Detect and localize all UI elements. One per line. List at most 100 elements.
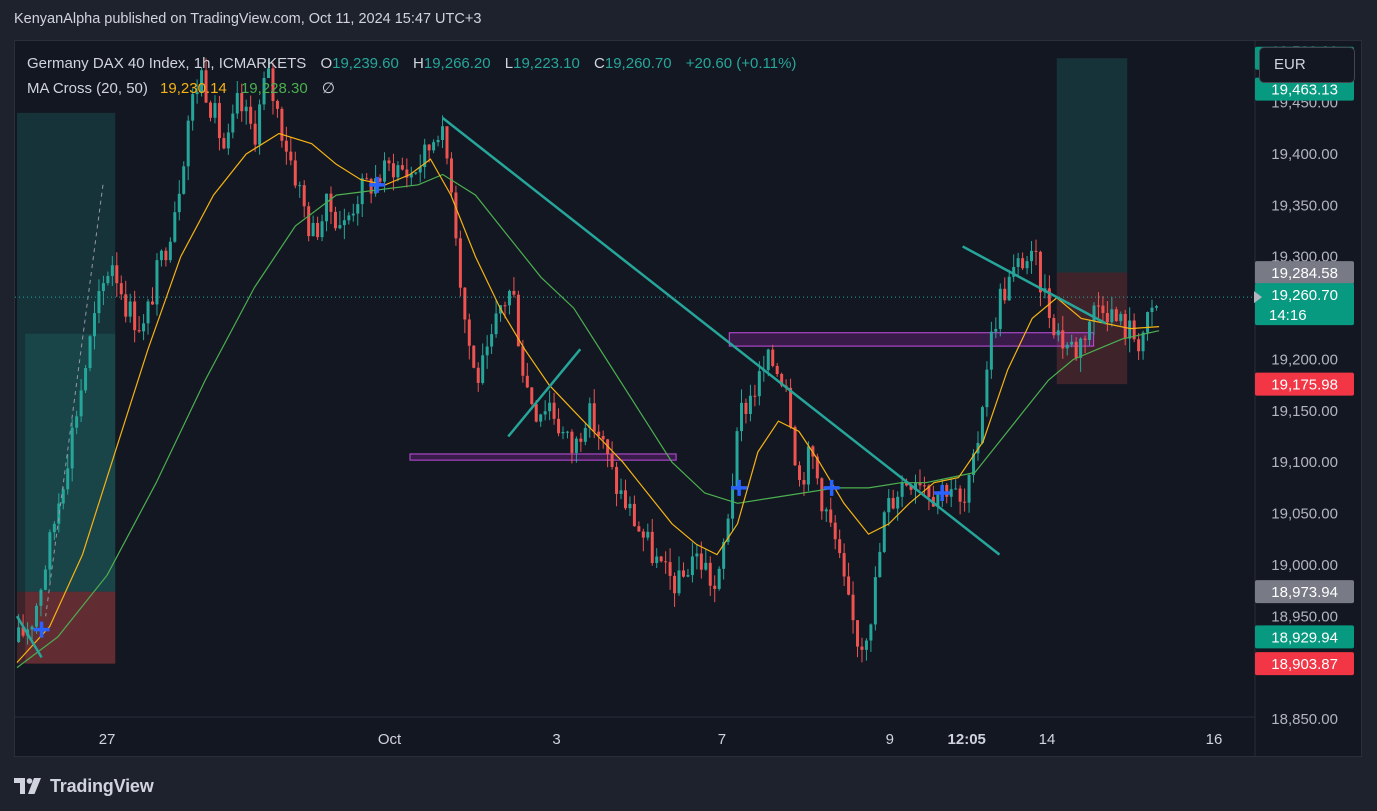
candle-body (570, 431, 574, 453)
candle-body (311, 222, 315, 237)
candle-body (1150, 307, 1154, 313)
candle-body (137, 330, 141, 332)
candle-body (963, 501, 967, 503)
candle-body (231, 113, 235, 133)
candle-body (204, 70, 208, 103)
price-tick-label: 19,000.00 (1271, 557, 1338, 574)
price-tick-label: 19,150.00 (1271, 403, 1338, 420)
candle-body (775, 365, 779, 375)
candle-body (565, 431, 569, 433)
candle-body (258, 104, 262, 145)
trendline (441, 117, 1001, 556)
candle-body (628, 503, 632, 509)
candle-body (92, 313, 96, 337)
chart-frame[interactable]: 18,850.00 18,950.00 19,000.00 19,050.00 19,1… (14, 40, 1362, 757)
candle-body (829, 509, 833, 523)
candle-body (1007, 276, 1011, 301)
candle-body (302, 185, 306, 207)
candle-body (275, 100, 279, 109)
candle-body (391, 163, 395, 178)
candle-body (128, 301, 132, 317)
candle-body (905, 482, 909, 486)
open-label: O (320, 55, 333, 72)
candle-body (481, 355, 485, 383)
price-tick-label: 19,200.00 (1271, 351, 1338, 368)
candle-body (820, 478, 824, 512)
candle-body (432, 142, 436, 151)
candle-body (280, 108, 284, 141)
candle-body (1123, 313, 1127, 339)
candle-body (106, 276, 110, 284)
candle-body (592, 403, 596, 432)
candle-body (552, 402, 556, 419)
candle-body (284, 140, 288, 152)
candle-body (833, 522, 837, 540)
candle-body (70, 427, 74, 469)
close-label: C (594, 55, 605, 72)
candle-body (262, 78, 266, 105)
ma-cross-marker (731, 479, 748, 496)
candle-body (177, 193, 181, 213)
candle-body (1092, 305, 1096, 322)
candle-body (342, 220, 346, 226)
ma-cross-marker (369, 176, 386, 193)
candle-body (75, 416, 79, 428)
hide-values-icon[interactable]: ∅ (321, 80, 335, 97)
candle-body (347, 215, 351, 221)
candle-body (1052, 317, 1056, 336)
candle-body (534, 404, 538, 422)
candle-body (744, 402, 748, 415)
ma-cross-marker (33, 621, 50, 638)
candle-body (333, 211, 337, 229)
currency-selector[interactable]: EUR (1259, 47, 1355, 83)
candle-body (436, 139, 440, 143)
candle-body (164, 250, 168, 261)
candle-body (1047, 288, 1051, 318)
price-tag (1255, 283, 1354, 326)
price-tick-label: 19,100.00 (1271, 454, 1338, 471)
candle-body (753, 395, 757, 397)
high-value: 19,266.20 (423, 55, 491, 72)
candle-body (927, 485, 931, 497)
candle-body (521, 346, 525, 376)
candle-body (1132, 320, 1136, 340)
candle-body (30, 626, 34, 630)
symbol-name[interactable]: Germany DAX 40 Index, 1h, ICMARKETS (27, 55, 307, 72)
candle-body (48, 532, 52, 570)
candle-body (307, 206, 311, 237)
candle-body (650, 531, 654, 563)
price-tag (1255, 625, 1354, 649)
trendline (962, 245, 1107, 325)
candle-body (1025, 261, 1029, 269)
candle-body (896, 496, 900, 509)
candle-body (516, 294, 520, 347)
low-value: 19,223.10 (513, 55, 580, 72)
candle-body (722, 541, 726, 569)
price-tick-label: 19,050.00 (1271, 506, 1338, 523)
candle-body (918, 482, 922, 486)
candle-body (400, 165, 404, 170)
candle-body (802, 479, 806, 485)
candle-body (1114, 309, 1118, 322)
candle-body (476, 367, 480, 383)
candle-body (780, 374, 784, 386)
candle-body (1074, 341, 1078, 358)
tradingview-logo[interactable]: TradingView (14, 775, 154, 797)
price-tag-countdown: 14:16 (1269, 307, 1307, 324)
price-chart[interactable]: 18,850.00 18,950.00 19,000.00 19,050.00 19,1… (15, 41, 1362, 757)
price-tag-label: 18,929.94 (1271, 629, 1338, 646)
candle-body (949, 489, 953, 497)
candle-body (115, 265, 119, 284)
candle-body (994, 328, 998, 332)
candle-body (1003, 288, 1007, 301)
candle-body (615, 466, 619, 494)
candle-body (958, 488, 962, 502)
ma-cross-name[interactable]: MA Cross (20, 50) (27, 80, 148, 97)
candle-body (583, 428, 587, 442)
candle-body (748, 395, 752, 415)
candle-body (574, 438, 578, 453)
candle-body (597, 431, 601, 436)
candle-body (150, 301, 154, 305)
price-tag-label: 18,973.94 (1271, 584, 1338, 601)
candle-body (449, 158, 453, 193)
